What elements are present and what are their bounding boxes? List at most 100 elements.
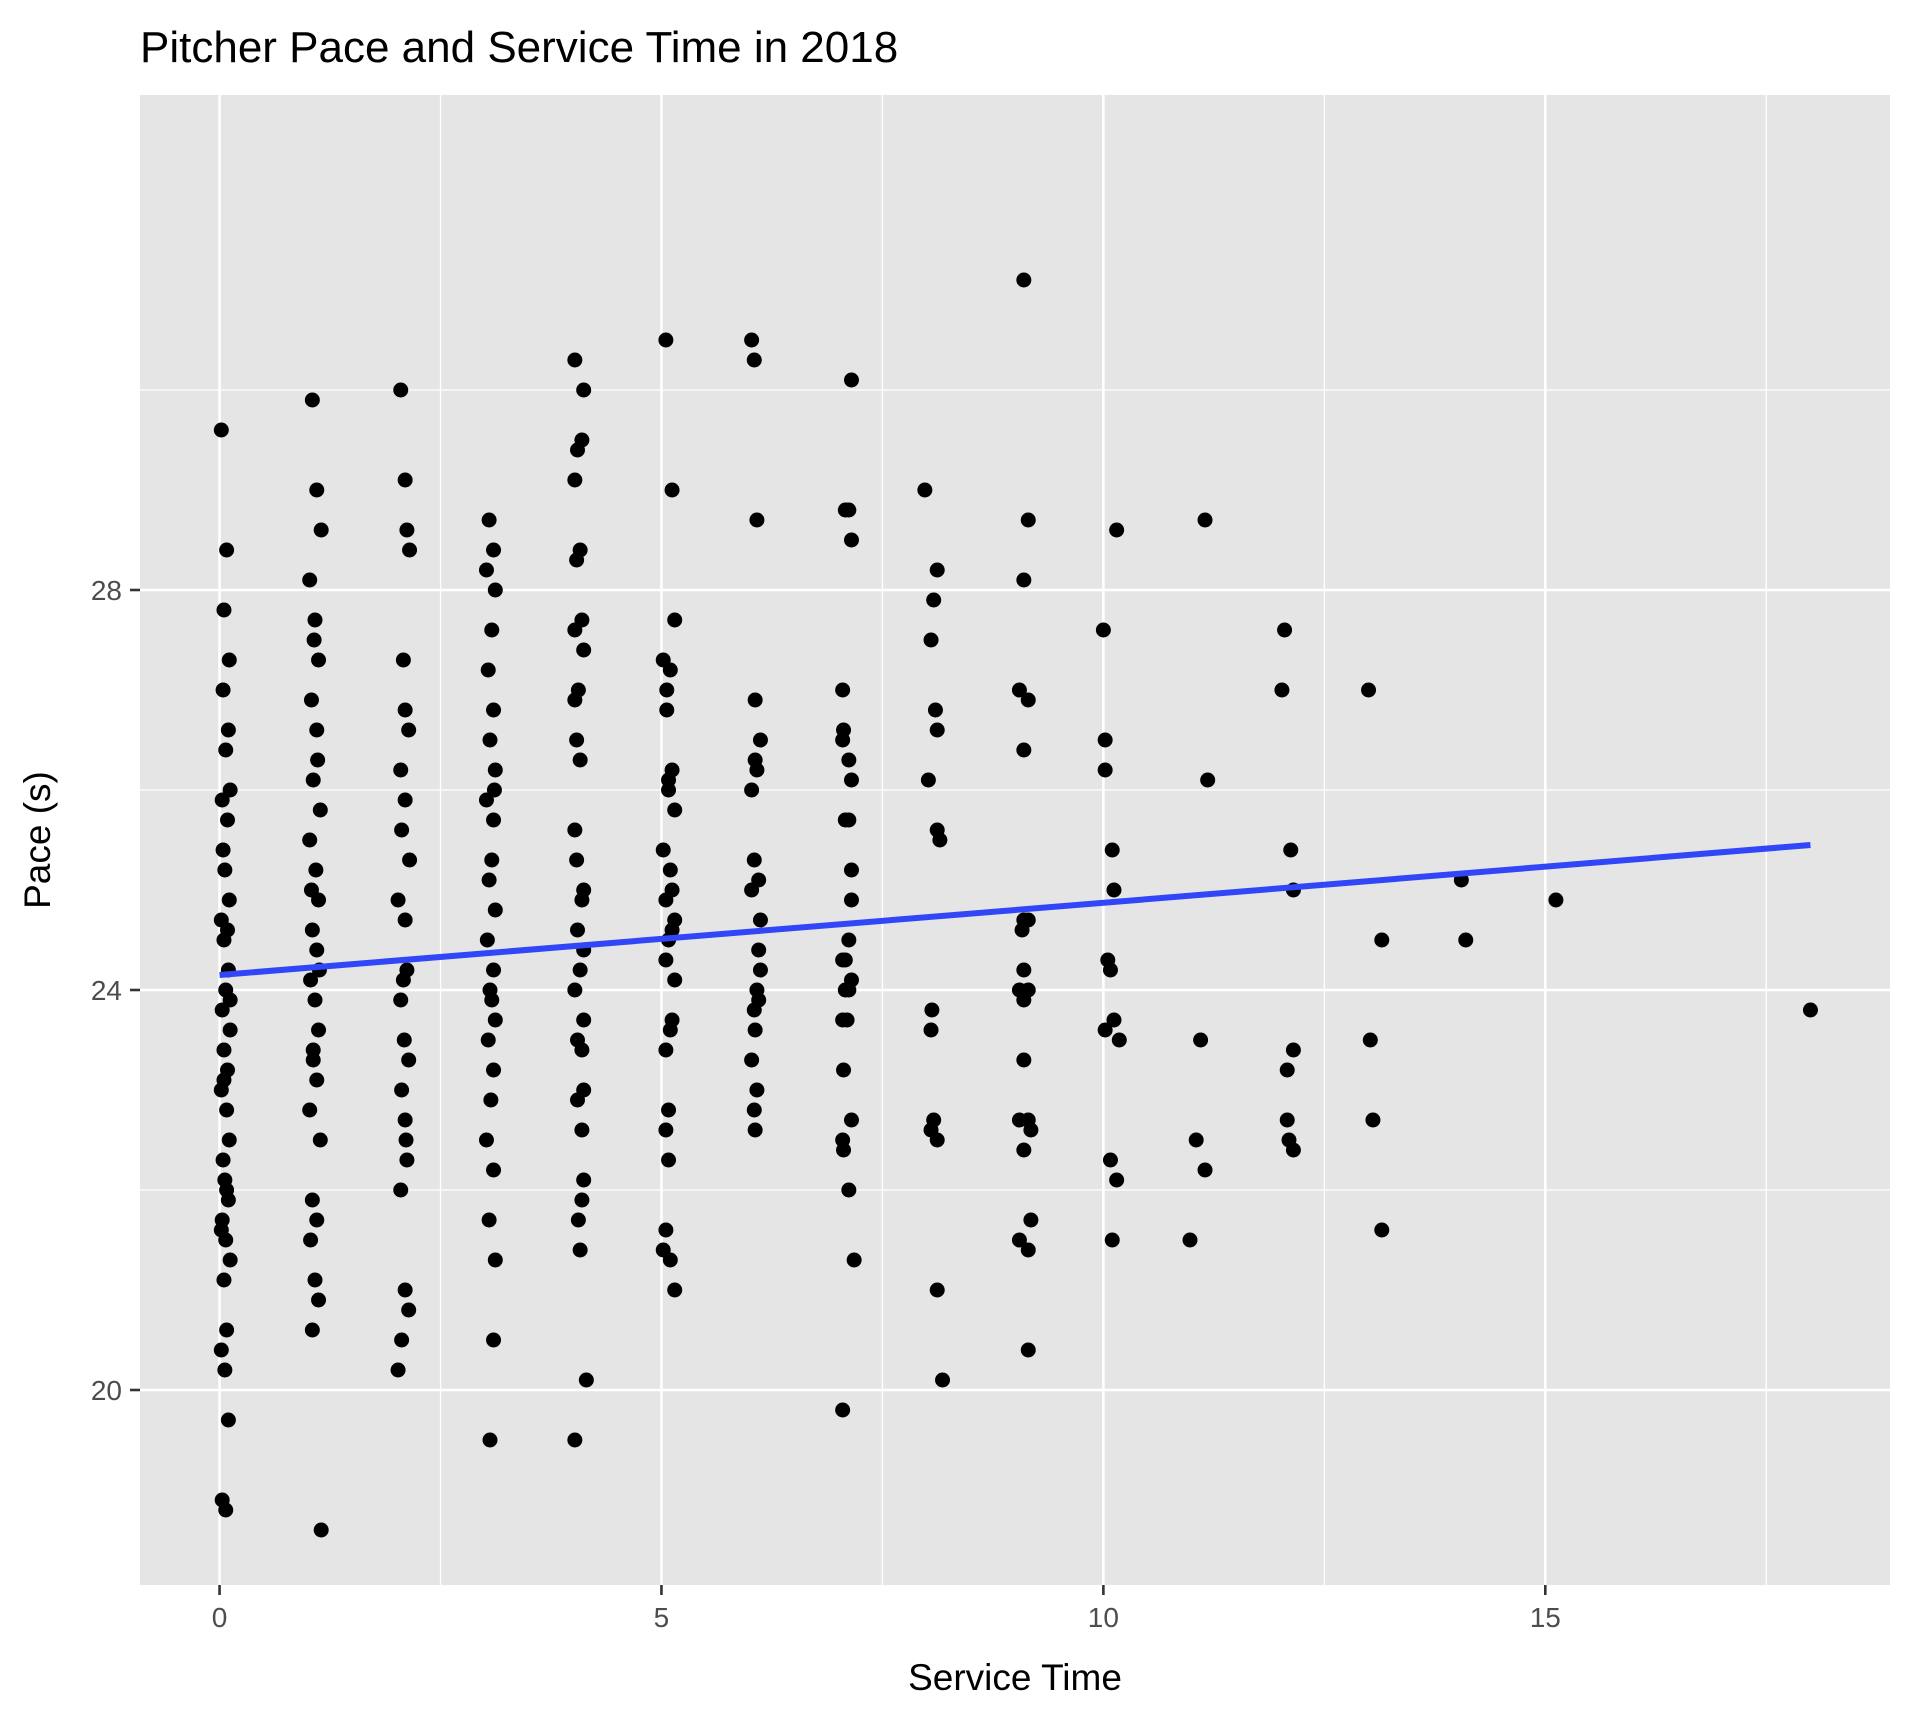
data-point bbox=[746, 1102, 762, 1118]
data-point bbox=[747, 1122, 763, 1138]
data-point bbox=[843, 532, 859, 548]
data-point bbox=[402, 852, 418, 868]
plot-panel bbox=[140, 95, 1890, 1585]
data-point bbox=[397, 472, 413, 488]
data-point bbox=[744, 882, 760, 898]
data-point bbox=[578, 1372, 594, 1388]
data-point bbox=[929, 1282, 945, 1298]
data-point bbox=[667, 802, 683, 818]
y-tick-label: 20 bbox=[91, 1375, 122, 1406]
data-point bbox=[744, 782, 760, 798]
data-point bbox=[662, 862, 678, 878]
data-point bbox=[215, 842, 231, 858]
data-point bbox=[302, 1102, 318, 1118]
data-point bbox=[311, 652, 327, 668]
data-point bbox=[401, 722, 417, 738]
data-point bbox=[661, 1102, 677, 1118]
data-point bbox=[478, 1132, 494, 1148]
data-point bbox=[303, 882, 319, 898]
data-point bbox=[1102, 1152, 1118, 1168]
data-point bbox=[567, 982, 583, 998]
data-point bbox=[841, 752, 857, 768]
data-point bbox=[390, 1362, 406, 1378]
data-point bbox=[576, 642, 592, 658]
data-point bbox=[567, 1432, 583, 1448]
data-point bbox=[843, 862, 859, 878]
data-point bbox=[390, 892, 406, 908]
data-point bbox=[576, 382, 592, 398]
data-point bbox=[929, 1132, 945, 1148]
data-point bbox=[567, 352, 583, 368]
chart-title: Pitcher Pace and Service Time in 2018 bbox=[140, 23, 898, 72]
data-point bbox=[920, 772, 936, 788]
data-point bbox=[397, 1282, 413, 1298]
data-point bbox=[221, 652, 237, 668]
data-point bbox=[1011, 682, 1027, 698]
data-point bbox=[661, 1152, 677, 1168]
data-point bbox=[843, 372, 859, 388]
data-point bbox=[923, 632, 939, 648]
data-point bbox=[483, 1092, 499, 1108]
data-point bbox=[1374, 1222, 1390, 1238]
data-point bbox=[662, 1022, 678, 1038]
data-point bbox=[481, 1212, 497, 1228]
data-point bbox=[394, 1082, 410, 1098]
data-point bbox=[482, 732, 498, 748]
data-point bbox=[667, 612, 683, 628]
data-point bbox=[307, 612, 323, 628]
data-point bbox=[752, 732, 768, 748]
data-point bbox=[307, 992, 323, 1008]
data-point bbox=[401, 1052, 417, 1068]
data-point bbox=[479, 932, 495, 948]
data-point bbox=[932, 832, 948, 848]
data-point bbox=[572, 962, 588, 978]
data-point bbox=[1016, 1052, 1032, 1068]
data-point bbox=[1374, 932, 1390, 948]
data-point bbox=[747, 692, 763, 708]
data-point bbox=[393, 1182, 409, 1198]
y-tick-label: 28 bbox=[91, 575, 122, 606]
data-point bbox=[1097, 762, 1113, 778]
data-point bbox=[480, 662, 496, 678]
data-point bbox=[658, 1042, 674, 1058]
data-point bbox=[221, 892, 237, 908]
data-point bbox=[486, 782, 502, 798]
data-point bbox=[312, 1132, 328, 1148]
data-point bbox=[397, 912, 413, 928]
data-point bbox=[661, 772, 677, 788]
data-point bbox=[480, 1032, 496, 1048]
data-point bbox=[220, 922, 235, 938]
data-point bbox=[746, 852, 762, 868]
data-point bbox=[1109, 522, 1125, 538]
data-point bbox=[484, 852, 500, 868]
data-point bbox=[1011, 1232, 1027, 1248]
data-point bbox=[401, 1302, 417, 1318]
data-point bbox=[393, 762, 409, 778]
data-point bbox=[1285, 1142, 1301, 1158]
data-point bbox=[486, 962, 502, 978]
data-point bbox=[843, 892, 859, 908]
data-point bbox=[841, 502, 857, 518]
data-point bbox=[924, 1002, 940, 1018]
data-point bbox=[304, 1192, 320, 1208]
data-point bbox=[1362, 1032, 1378, 1048]
data-point bbox=[312, 802, 328, 818]
data-point bbox=[310, 752, 326, 768]
data-point bbox=[399, 522, 415, 538]
data-point bbox=[486, 812, 502, 828]
data-point bbox=[841, 1182, 857, 1198]
data-point bbox=[570, 1212, 586, 1228]
data-point bbox=[749, 512, 765, 528]
data-point bbox=[1111, 1032, 1127, 1048]
data-point bbox=[667, 1282, 683, 1298]
data-point bbox=[1104, 1232, 1120, 1248]
data-point bbox=[393, 992, 409, 1008]
data-point bbox=[478, 792, 494, 808]
data-point bbox=[396, 1032, 412, 1048]
data-point bbox=[308, 862, 324, 878]
data-point bbox=[215, 1152, 231, 1168]
data-point bbox=[395, 972, 411, 988]
data-point bbox=[222, 992, 238, 1008]
data-point bbox=[220, 1412, 236, 1428]
data-point bbox=[397, 792, 413, 808]
